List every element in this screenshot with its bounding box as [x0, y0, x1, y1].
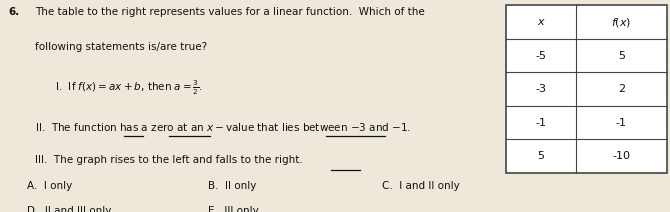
Text: $f(x)$: $f(x)$: [611, 15, 632, 29]
Text: III.  The graph rises to the left and falls to the right.: III. The graph rises to the left and fal…: [35, 155, 303, 165]
Text: 2: 2: [618, 84, 625, 94]
Text: D.  II and III only: D. II and III only: [27, 206, 111, 212]
Text: The table to the right represents values for a linear function.  Which of the: The table to the right represents values…: [35, 7, 425, 17]
Text: C.  I and II only: C. I and II only: [382, 181, 460, 191]
Text: 5: 5: [618, 50, 625, 61]
Text: A.  I only: A. I only: [27, 181, 72, 191]
Text: -1: -1: [535, 117, 547, 128]
Text: -10: -10: [612, 151, 630, 161]
Text: E.  III only: E. III only: [208, 206, 259, 212]
Text: I.  If $f(x) = ax + b$, then $a = \frac{3}{2}$.: I. If $f(x) = ax + b$, then $a = \frac{3…: [55, 78, 203, 97]
Bar: [506, 5, 667, 173]
Text: B.  II only: B. II only: [208, 181, 256, 191]
Text: -5: -5: [535, 50, 547, 61]
Text: $x$: $x$: [537, 17, 545, 27]
Text: II.  The function has a zero at an $x-$value that lies between $-3$ and $-1$.: II. The function has a zero at an $x-$va…: [35, 121, 411, 133]
Text: 5: 5: [537, 151, 545, 161]
Text: -3: -3: [535, 84, 547, 94]
Text: 6.: 6.: [8, 7, 19, 17]
Text: following statements is/are true?: following statements is/are true?: [35, 42, 207, 52]
Text: -1: -1: [616, 117, 627, 128]
